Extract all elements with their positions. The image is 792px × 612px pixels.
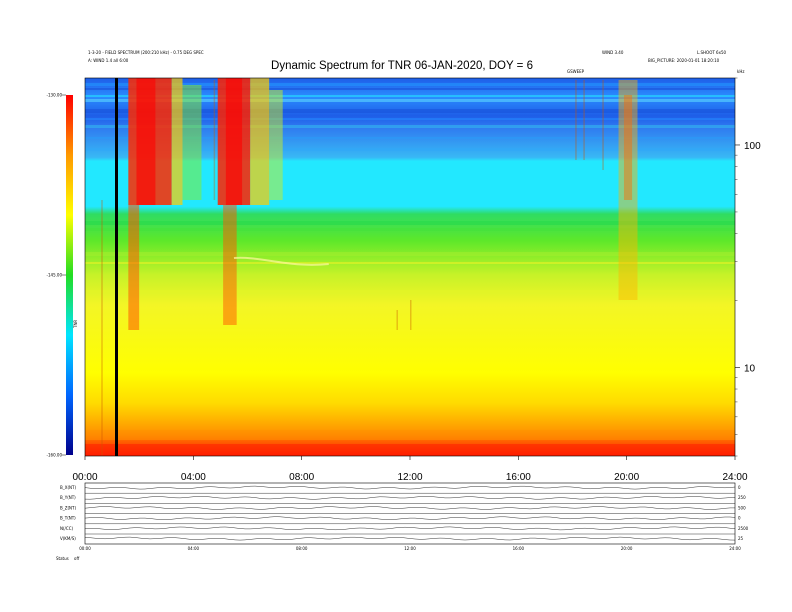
spectrum-streak [575, 80, 577, 160]
spectrum-band [85, 148, 735, 151]
spectrum-band [85, 109, 735, 113]
panel-label: B_Z(NT) [60, 505, 76, 510]
x-tick-label: 16:00 [506, 472, 531, 483]
radio-burst [623, 95, 633, 200]
x-tick-label: 00:00 [72, 472, 97, 483]
panel-trace [84, 536, 736, 541]
x-tick-label: 08:00 [289, 472, 314, 483]
colorbar [66, 95, 73, 455]
y-axis-right: 100 10 [735, 77, 761, 457]
spectrum-streak [396, 310, 398, 330]
spectrum-band [85, 262, 735, 264]
spectrum-band [85, 125, 735, 128]
spectrum-band [85, 137, 735, 139]
spectrum-band [85, 430, 735, 440]
spectrogram [84, 77, 736, 457]
x-tick-label: 24:00 [722, 472, 747, 483]
radio-burst [250, 78, 270, 205]
radio-burst [136, 78, 156, 205]
header-info-right-line2: BIG_PICTURE: 2020-01-01 18:20:10 [648, 58, 720, 63]
panel-trace [84, 485, 736, 490]
spectrum-band [85, 221, 735, 225]
panel-right-label: 250 [738, 495, 746, 500]
spectrum-band [85, 444, 735, 456]
colorbar-label: TNR [73, 320, 78, 329]
colorbar-tick-label: -130.00 [47, 93, 63, 98]
colorbar-tick-label: -160.00 [47, 453, 63, 458]
panel-label: B_T(NT) [60, 516, 76, 521]
spectrum-band [85, 252, 735, 256]
header-small-mid: GSWEEP [567, 69, 585, 74]
solar-wind-panels: B_X(NT) 0 B_Y(NT) 250 B_Z(NT) 500 B_T(NT) 0 N(/C… [60, 482, 749, 551]
hz-unit-label: kHz [737, 69, 744, 74]
panel-x-tick-label: 20:00 [621, 546, 633, 551]
panel-x-tick-label: 04:00 [188, 546, 200, 551]
panel-trace [84, 506, 735, 510]
spectrum-streak [410, 300, 412, 330]
radio-burst [618, 80, 638, 300]
spectrum-band [85, 88, 735, 90]
panel-right-label: 500 [738, 505, 746, 510]
spectrum-band [85, 95, 735, 97]
panel-label: B_X(NT) [60, 485, 76, 490]
spectrum-band [85, 228, 735, 231]
panel-right-label: 2500 [738, 526, 749, 531]
x-tick-label: 20:00 [614, 472, 639, 483]
panel-label: V(KM/S) [60, 536, 76, 541]
radio-burst [128, 205, 140, 330]
spectrum-streak [583, 80, 585, 160]
panel-right-label: 25 [738, 536, 744, 541]
radio-burst [269, 90, 283, 200]
chart-title: Dynamic Spectrum for TNR 06-JAN-2020, DO… [271, 60, 533, 72]
y-tick-label: 10 [744, 363, 756, 374]
panels-footer-status-value: off [74, 556, 79, 561]
spectrogram-bursts [128, 78, 638, 330]
panel-x-tick-label: 24:00 [729, 546, 741, 551]
x-tick-label: 12:00 [397, 472, 422, 483]
spectrum-streak [602, 80, 604, 170]
header-info-right-b: L.SHOOT 6x50 [697, 50, 727, 55]
colorbar-tick-label: -145.00 [47, 273, 63, 278]
spectrogram-streaks [101, 80, 604, 456]
panel-label: N(/CC) [60, 526, 73, 531]
header-info-right-a: WIND 3.40 [602, 50, 624, 55]
radio-burst [182, 85, 202, 200]
spectrum-band [85, 83, 735, 86]
spectrum-streak [213, 80, 216, 200]
radio-burst [223, 205, 237, 325]
header-info-line1: 1-3-20 - FIELD SPECTRUM (200:210 kHz) - … [88, 50, 204, 55]
radio-burst [225, 78, 243, 205]
panel-trace [84, 526, 736, 531]
spectrogram-bands [85, 83, 735, 456]
spectrum-band [85, 118, 735, 120]
spectrum-band [85, 290, 735, 293]
panel-x-tick-label: 16:00 [513, 546, 525, 551]
radio-burst [171, 78, 183, 205]
x-axis: 00:00 04:00 08:00 12:00 16:00 20:00 24:00 [72, 456, 748, 483]
panels-footer-status: Status [56, 556, 69, 561]
x-tick-label: 04:00 [181, 472, 206, 483]
panel-right-label: 0 [738, 485, 741, 490]
header-info-line2: A: WIND 1.4 all 6:00 [88, 58, 129, 63]
panel-label: B_Y(NT) [60, 495, 76, 500]
spectrum-band [85, 99, 735, 102]
spectrum-feature [233, 256, 329, 266]
panel-x-tick-label: 00:00 [79, 546, 91, 551]
spectrum-streak [101, 200, 103, 456]
panel-right-label: 0 [738, 516, 741, 521]
panel-x-tick-label: 08:00 [296, 546, 308, 551]
y-tick-label: 100 [744, 141, 761, 152]
data-gap-line [115, 78, 118, 456]
panel-trace [84, 516, 736, 520]
panel-x-tick-label: 12:00 [404, 546, 416, 551]
panel-trace [84, 496, 736, 500]
colorbar-ticks: -130.00 -145.00 -160.00 [47, 93, 66, 458]
